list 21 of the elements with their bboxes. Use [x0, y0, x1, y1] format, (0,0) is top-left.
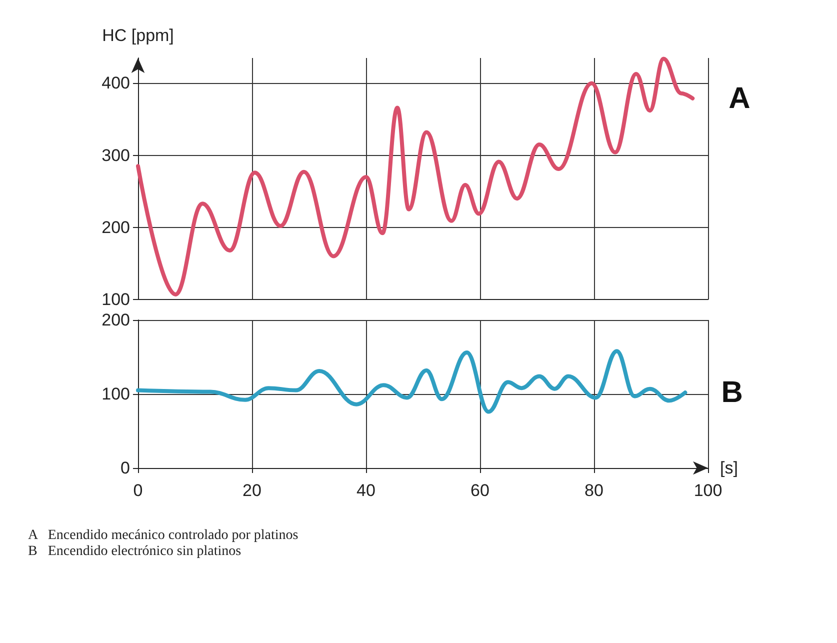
- y-tick-label: 400: [102, 74, 130, 93]
- series-label: B: [721, 376, 743, 410]
- line-series: [136, 56, 695, 296]
- x-tick-label: 40: [356, 481, 376, 500]
- y-tick-label: 0: [120, 458, 130, 478]
- x-tick-label: 20: [242, 481, 262, 500]
- y-tick-label: 100: [102, 290, 130, 309]
- x-tick-label: 60: [470, 481, 490, 500]
- y-tick-label: 100: [102, 384, 130, 404]
- line-series: [136, 349, 688, 414]
- text: B Encendido electrónico sin platinos: [27, 544, 242, 560]
- x-tick-label: 0: [133, 481, 143, 500]
- text: A Encendido mecánico controlado por platinos: [27, 528, 300, 544]
- x-tick-label: 80: [584, 481, 604, 500]
- series-label: A: [728, 82, 750, 115]
- y-axis-title: HC [ppm]: [102, 26, 174, 45]
- x-axis-title: [s]: [720, 458, 738, 478]
- y-tick-label: 300: [102, 146, 130, 165]
- x-tick-label: 100: [694, 481, 722, 500]
- y-tick-label: 200: [102, 310, 130, 330]
- y-tick-label: 200: [102, 218, 130, 237]
